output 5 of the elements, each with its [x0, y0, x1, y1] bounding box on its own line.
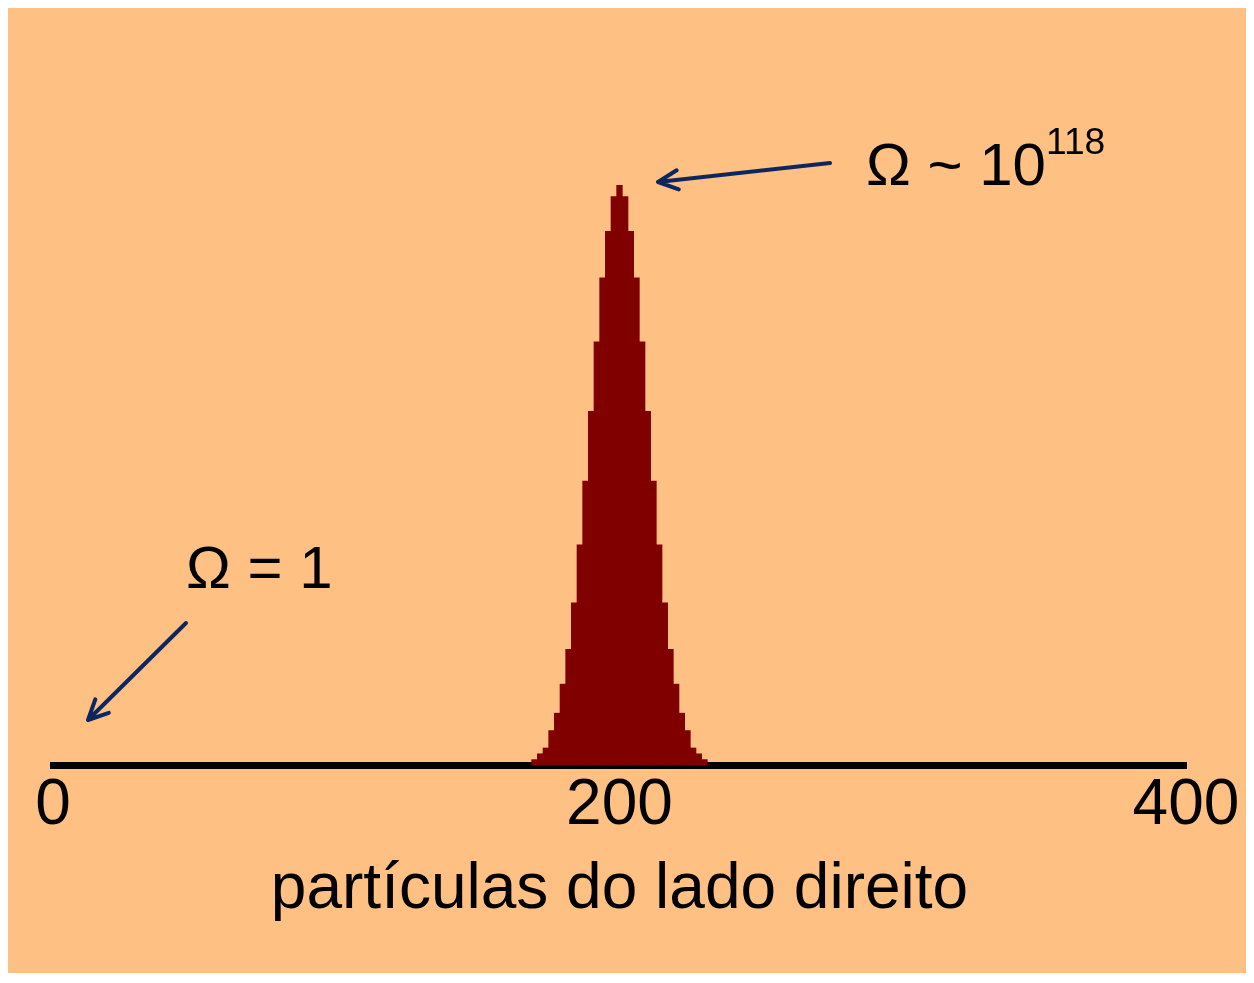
x-tick-label: 0 [35, 766, 71, 839]
x-tick-label: 400 [1132, 766, 1240, 839]
x-tick-label: 200 [566, 766, 673, 839]
x-axis-title: partículas do lado direito [270, 850, 969, 923]
annotation: Ω = 1 [186, 533, 333, 601]
